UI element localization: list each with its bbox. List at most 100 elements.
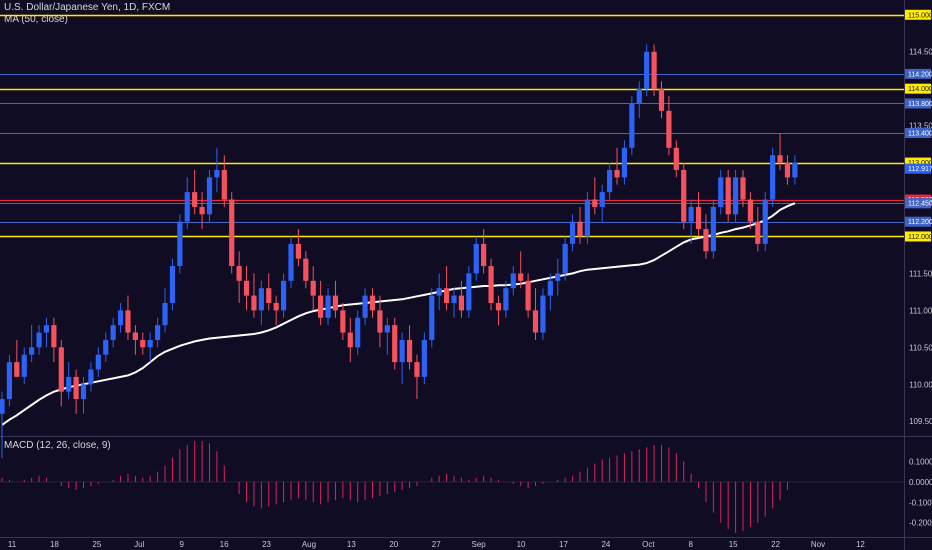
- time-tick-6: 23: [262, 540, 271, 549]
- candle-48: [355, 310, 361, 355]
- candle-68: [503, 280, 509, 318]
- time-tick-16: 8: [689, 540, 694, 549]
- candle-body-52: [384, 325, 390, 333]
- candle-body-43: [318, 295, 324, 318]
- candle-71: [525, 273, 531, 318]
- candle-38: [280, 273, 287, 318]
- level-badge-5-text: 113.000: [908, 160, 932, 167]
- level-badge-9-bg: [905, 231, 931, 242]
- candle-44: [325, 288, 331, 326]
- candle-body-70: [518, 273, 524, 281]
- candle-body-96: [710, 206, 716, 252]
- candle-31: [229, 192, 235, 274]
- candle-64: [473, 236, 479, 281]
- level-badge-3-text: 113.800: [908, 101, 932, 108]
- candle-body-29: [214, 169, 220, 178]
- candle-body-63: [466, 273, 472, 311]
- candle-body-73: [540, 295, 546, 333]
- candle-body-64: [473, 243, 479, 274]
- candle-70: [518, 251, 524, 289]
- candle-body-23: [169, 266, 176, 303]
- candle-93: [688, 199, 694, 244]
- candle-85: [629, 96, 635, 156]
- candle-80: [592, 177, 598, 215]
- level-badge-1-bg: [905, 68, 931, 79]
- candle-body-16: [117, 310, 124, 326]
- time-tick-8: 13: [347, 540, 356, 549]
- price-tick-0: 109.500: [909, 417, 932, 426]
- candle-57: [421, 332, 427, 385]
- macd-tick-1: 0.0000: [909, 478, 932, 487]
- level-badge-8: 112.200: [905, 216, 932, 227]
- last-price-badge-bg: [905, 163, 931, 174]
- ma-value-badge-text: 112.450: [908, 201, 932, 208]
- candle-body-45: [332, 295, 339, 311]
- candle-97: [718, 169, 724, 215]
- candle-47: [347, 317, 353, 363]
- candle-body-50: [369, 295, 376, 311]
- candle-body-24: [177, 221, 183, 267]
- level-badge-3: 113.800: [905, 98, 932, 109]
- candle-23: [169, 258, 176, 311]
- candle-66: [488, 258, 494, 311]
- candle-body-2: [14, 362, 20, 377]
- candle-body-3: [21, 354, 27, 377]
- level-badge-1: 114.200: [905, 68, 932, 79]
- candle-105: [777, 133, 783, 170]
- candle-98: [725, 169, 731, 222]
- level-badge-4-bg: [905, 128, 931, 139]
- candle-52: [384, 317, 390, 355]
- candle-body-83: [614, 169, 620, 178]
- candle-24: [177, 214, 183, 274]
- candle-body-54: [399, 339, 405, 363]
- time-tick-18: 22: [771, 540, 780, 549]
- candle-body-7: [51, 325, 57, 348]
- candle-11: [80, 376, 87, 414]
- ma-value-badge: 112.450: [905, 198, 932, 209]
- candle-body-35: [258, 288, 264, 311]
- candle-3: [21, 347, 27, 385]
- candle-body-66: [488, 266, 494, 303]
- candle-body-21: [155, 325, 161, 340]
- candle-body-105: [777, 155, 783, 163]
- candle-7: [51, 317, 57, 363]
- candle-body-12: [88, 369, 94, 385]
- candle-99: [732, 169, 739, 222]
- candle-81: [599, 184, 605, 222]
- candle-25: [184, 177, 190, 230]
- candle-92: [681, 162, 687, 230]
- price-tick-8: 113.500: [909, 122, 932, 131]
- candle-42: [310, 266, 316, 311]
- candle-87: [644, 44, 650, 97]
- candle-body-93: [688, 206, 694, 222]
- candle-body-19: [140, 339, 146, 348]
- candle-75: [555, 258, 561, 296]
- candle-54: [399, 332, 405, 385]
- candle-body-36: [266, 288, 272, 303]
- candle-67: [495, 295, 502, 326]
- candle-78: [577, 206, 583, 244]
- time-tick-5: 16: [220, 540, 229, 549]
- candle-63: [466, 266, 472, 318]
- time-tick-1: 18: [50, 540, 59, 549]
- candle-body-67: [495, 302, 502, 311]
- candle-32: [236, 251, 242, 303]
- ma-value-badge-bg: [905, 198, 931, 209]
- candle-body-51: [377, 310, 383, 333]
- level-badge-3-bg: [905, 98, 931, 109]
- candle-73: [540, 288, 546, 340]
- candle-body-92: [681, 169, 687, 222]
- candle-55: [406, 325, 413, 370]
- candle-8: [58, 339, 64, 407]
- candle-body-104: [770, 155, 776, 200]
- candle-22: [162, 288, 168, 333]
- candle-17: [125, 295, 131, 340]
- candle-body-18: [132, 332, 138, 340]
- candle-body-39: [288, 243, 294, 281]
- time-tick-2: 25: [92, 540, 101, 549]
- candle-body-59: [436, 288, 442, 296]
- candle-103: [762, 192, 768, 252]
- candle-body-40: [295, 243, 301, 259]
- candle-body-56: [414, 362, 420, 377]
